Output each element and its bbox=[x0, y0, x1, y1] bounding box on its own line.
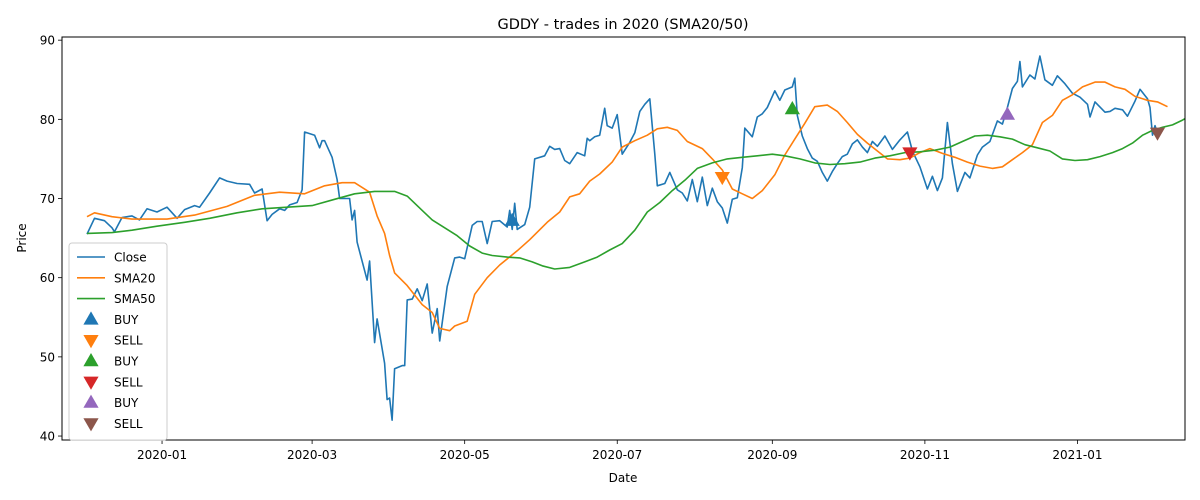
y-tick-label-90: 90 bbox=[40, 34, 55, 48]
y-axis: 40 50 60 70 80 90 bbox=[40, 34, 62, 444]
y-tick-label-80: 80 bbox=[40, 113, 55, 127]
chart-title: GDDY - trades in 2020 (SMA20/50) bbox=[498, 17, 749, 33]
legend-label-0: Close bbox=[114, 251, 147, 265]
legend-swatch-sell-4 bbox=[83, 335, 99, 349]
legend-swatch-sell-6 bbox=[83, 376, 99, 390]
x-tick-label-2020-11: 2020-11 bbox=[900, 448, 950, 462]
legend-label-4: SELL bbox=[114, 334, 143, 348]
x-tick-label-2020-01: 2020-01 bbox=[137, 448, 187, 462]
legend-swatch-sell-8 bbox=[83, 418, 99, 432]
legend-swatch-buy-7 bbox=[83, 394, 99, 408]
legend-label-7: BUY bbox=[114, 396, 139, 410]
legend-swatch-buy-3 bbox=[83, 311, 99, 325]
plot-frame bbox=[61, 36, 1186, 441]
x-tick-label-2020-07: 2020-07 bbox=[592, 448, 642, 462]
x-tick-label-2021-01: 2021-01 bbox=[1052, 448, 1102, 462]
trade-markers bbox=[504, 101, 1166, 226]
legend-label-6: SELL bbox=[114, 375, 143, 389]
y-axis-label: Price bbox=[15, 223, 29, 252]
x-tick-label-2020-03: 2020-03 bbox=[287, 448, 337, 462]
x-axis: 2020-01 2020-03 2020-05 2020-07 2020-09 2020-… bbox=[137, 440, 1103, 462]
x-tick-label-2020-05: 2020-05 bbox=[440, 448, 490, 462]
trade-marker-buy-1 bbox=[504, 212, 520, 226]
trade-marker-sell-6 bbox=[1149, 127, 1166, 141]
legend-swatch-buy-5 bbox=[83, 353, 99, 367]
trade-marker-sell-4 bbox=[902, 147, 918, 161]
legend-label-1: SMA20 bbox=[114, 271, 155, 285]
series-layer bbox=[86, 55, 1185, 421]
legend-box bbox=[68, 242, 168, 441]
y-tick-label-40: 40 bbox=[40, 430, 55, 444]
legend: Close SMA20 SMA50 BUY SELL BUY SELL BUY SELL bbox=[68, 242, 168, 441]
series-line-sma20 bbox=[86, 81, 1168, 332]
x-tick-label-2020-09: 2020-09 bbox=[747, 448, 797, 462]
trade-marker-buy-3 bbox=[784, 101, 800, 115]
plot-area bbox=[61, 36, 1186, 441]
series-line-sma50 bbox=[86, 117, 1185, 270]
legend-label-8: SELL bbox=[114, 417, 143, 431]
trade-marker-buy-5 bbox=[999, 106, 1016, 120]
x-axis-label: Date bbox=[609, 471, 638, 485]
series-line-close bbox=[86, 55, 1159, 421]
y-tick-label-70: 70 bbox=[40, 192, 55, 206]
y-tick-label-50: 50 bbox=[40, 350, 55, 364]
legend-label-3: BUY bbox=[114, 313, 139, 327]
legend-label-2: SMA50 bbox=[114, 292, 155, 306]
trade-marker-sell-2 bbox=[714, 171, 730, 186]
y-tick-label-60: 60 bbox=[40, 271, 55, 285]
legend-label-5: BUY bbox=[114, 355, 139, 369]
